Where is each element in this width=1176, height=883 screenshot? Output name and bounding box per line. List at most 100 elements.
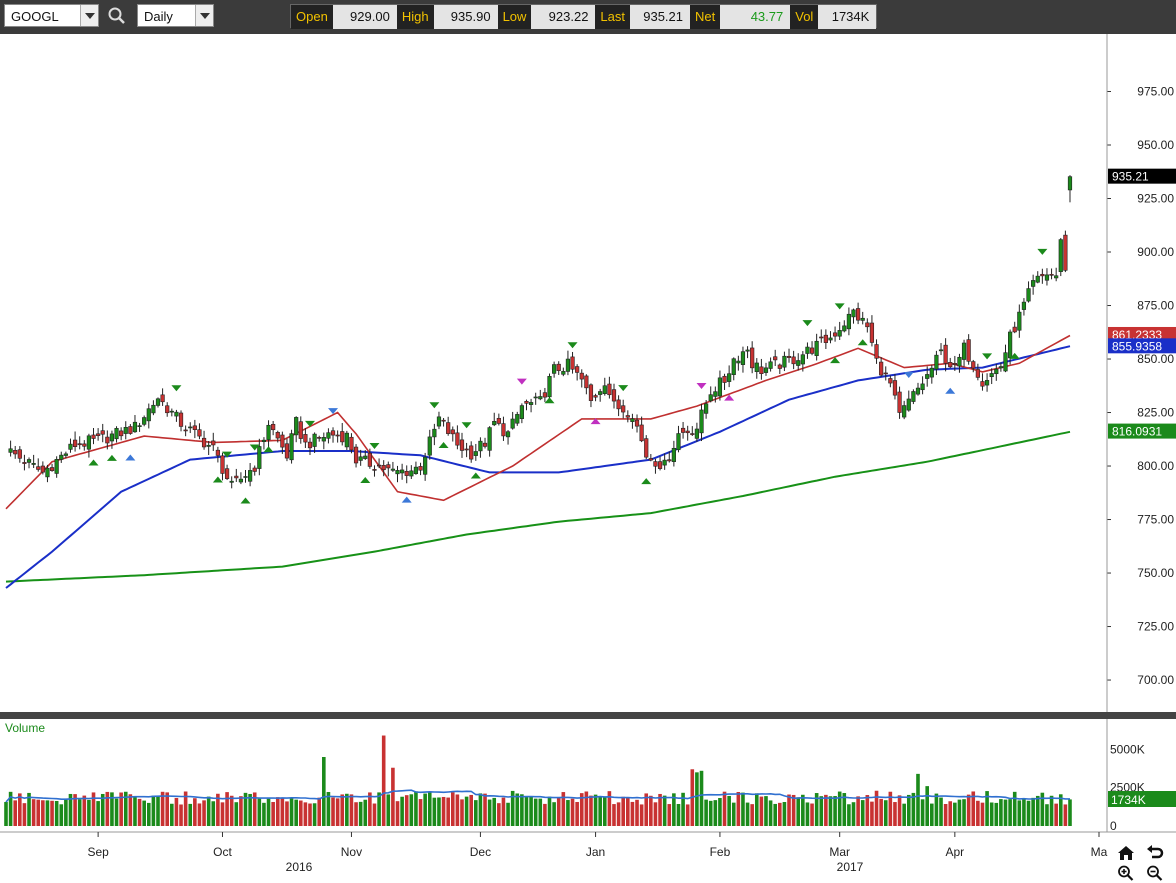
volume-bar[interactable] <box>547 796 552 826</box>
price-pane[interactable] <box>5 175 1073 589</box>
candle[interactable] <box>1058 237 1063 277</box>
candle[interactable] <box>381 460 386 477</box>
volume-bar[interactable] <box>156 796 160 826</box>
candle[interactable] <box>303 428 308 448</box>
volume-bar[interactable] <box>538 798 543 826</box>
volume-bar[interactable] <box>137 798 142 826</box>
volume-bar[interactable] <box>957 799 962 826</box>
volume-bar[interactable] <box>257 798 262 826</box>
volume-bar[interactable] <box>483 793 487 826</box>
volume-bar[interactable] <box>842 793 847 826</box>
volume-bar[interactable] <box>1049 795 1054 826</box>
volume-bar[interactable] <box>91 792 96 826</box>
candle[interactable] <box>639 416 644 443</box>
candle[interactable] <box>727 365 732 388</box>
volume-bar[interactable] <box>188 803 193 826</box>
candle[interactable] <box>796 353 801 371</box>
candle[interactable] <box>1044 268 1050 286</box>
zoom-out-icon[interactable] <box>1146 865 1164 881</box>
sell-signal-marker[interactable] <box>567 342 578 349</box>
volume-bar[interactable] <box>552 802 556 826</box>
volume-bar[interactable] <box>989 802 994 826</box>
volume-bar[interactable] <box>883 800 888 826</box>
candle[interactable] <box>648 454 653 462</box>
candle[interactable] <box>441 418 446 427</box>
volume-bar[interactable] <box>4 802 8 826</box>
volume-bar[interactable] <box>326 792 331 826</box>
candle[interactable] <box>312 432 317 453</box>
volume-bar[interactable] <box>939 797 943 826</box>
volume-bar[interactable] <box>953 802 957 826</box>
candle[interactable] <box>510 411 515 430</box>
candle[interactable] <box>284 438 290 462</box>
candle[interactable] <box>496 413 501 426</box>
candle[interactable] <box>690 426 695 436</box>
volume-bar[interactable] <box>1068 799 1072 826</box>
candle[interactable] <box>211 432 216 452</box>
candle[interactable] <box>561 367 566 377</box>
candle[interactable] <box>740 346 746 373</box>
volume-bar[interactable] <box>45 800 50 826</box>
volume-bar[interactable] <box>741 792 745 826</box>
candle[interactable] <box>353 444 359 468</box>
volume-bar[interactable] <box>395 801 400 826</box>
candle[interactable] <box>602 377 607 396</box>
volume-bar[interactable] <box>736 792 741 826</box>
volume-bar[interactable] <box>1022 799 1026 826</box>
candle[interactable] <box>547 373 552 402</box>
candle[interactable] <box>404 465 409 484</box>
volume-bar[interactable] <box>243 792 248 826</box>
volume-bar[interactable] <box>524 796 529 826</box>
candle[interactable] <box>487 426 492 457</box>
candle[interactable] <box>754 358 759 379</box>
candle[interactable] <box>478 437 483 458</box>
volume-bar[interactable] <box>681 792 685 826</box>
volume-bar[interactable] <box>298 800 303 826</box>
candle[interactable] <box>128 424 133 435</box>
candle[interactable] <box>1026 281 1031 303</box>
candle[interactable] <box>584 374 589 395</box>
sell-signal-marker[interactable] <box>249 444 260 451</box>
candle[interactable] <box>8 440 13 457</box>
candle[interactable] <box>105 430 110 450</box>
candle[interactable] <box>349 433 354 454</box>
volume-bar[interactable] <box>317 797 322 826</box>
candle[interactable] <box>869 315 875 347</box>
volume-bar[interactable] <box>980 802 985 826</box>
volume-bar[interactable] <box>897 795 902 826</box>
candle[interactable] <box>971 359 976 373</box>
volume-bar[interactable] <box>888 791 893 826</box>
candle[interactable] <box>13 445 18 459</box>
candle[interactable] <box>192 419 197 439</box>
candle[interactable] <box>791 350 796 370</box>
candle[interactable] <box>934 350 939 376</box>
volume-bar[interactable] <box>612 804 616 826</box>
candle[interactable] <box>224 464 230 481</box>
volume-bar[interactable] <box>1031 797 1035 826</box>
candle[interactable] <box>575 364 580 381</box>
volume-bar[interactable] <box>54 800 59 826</box>
candle[interactable] <box>832 326 838 342</box>
candle[interactable] <box>169 408 174 417</box>
candle[interactable] <box>860 311 865 325</box>
volume-bar[interactable] <box>745 802 750 826</box>
symbol-input[interactable]: GOOGL <box>4 4 99 27</box>
candle[interactable] <box>777 363 782 374</box>
candle[interactable] <box>570 351 575 374</box>
volume-bar[interactable] <box>879 798 883 826</box>
buy-signal-marker[interactable] <box>125 454 136 461</box>
buy-signal-marker[interactable] <box>945 387 956 394</box>
candle[interactable] <box>174 409 179 422</box>
volume-bar[interactable] <box>77 799 82 826</box>
volume-bar[interactable] <box>455 794 460 826</box>
candle[interactable] <box>40 461 45 475</box>
pane-divider[interactable] <box>0 712 1176 719</box>
candle[interactable] <box>920 376 925 395</box>
candle[interactable] <box>644 435 649 460</box>
candle[interactable] <box>621 399 626 419</box>
candle[interactable] <box>731 357 736 381</box>
volume-bar[interactable] <box>966 794 971 826</box>
candle[interactable] <box>745 346 750 359</box>
candle[interactable] <box>36 458 41 472</box>
volume-bar[interactable] <box>773 803 778 826</box>
